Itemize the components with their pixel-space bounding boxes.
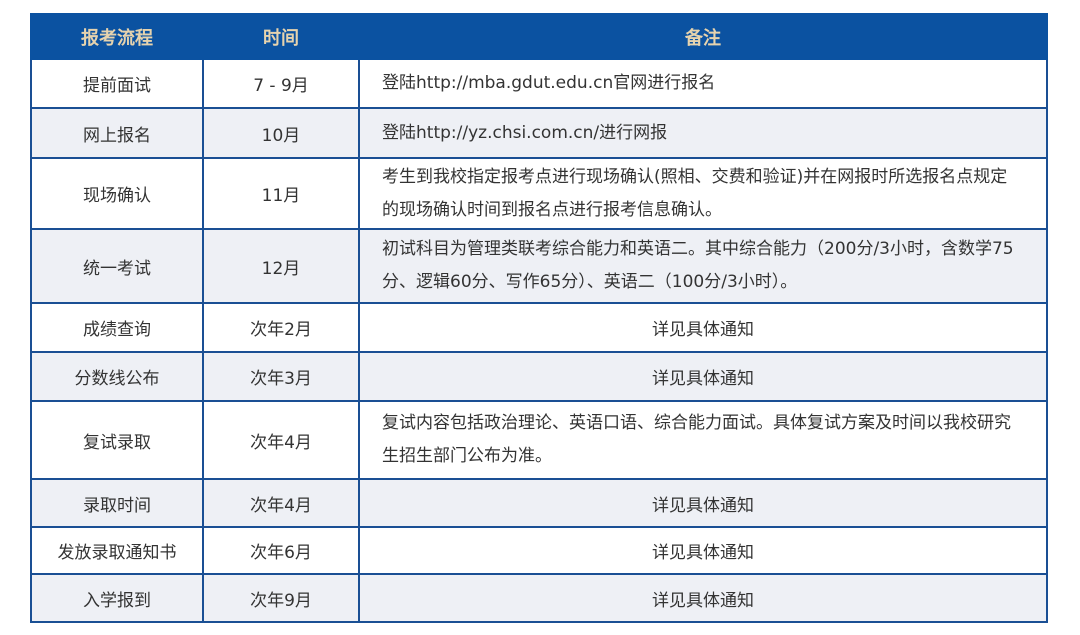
step-cell: 录取时间 — [30, 478, 204, 528]
note-cell: 详见具体通知 — [358, 351, 1048, 402]
header-time: 时间 — [202, 13, 360, 60]
header-note: 备注 — [358, 13, 1048, 60]
note-cell: 详见具体通知 — [358, 478, 1048, 528]
time-cell: 次年3月 — [202, 351, 360, 402]
step-cell: 复试录取 — [30, 400, 204, 480]
table-row: 统一考试 12月 初试科目为管理类联考综合能力和英语二。其中综合能力（200分/3小… — [30, 228, 1048, 304]
time-cell: 次年6月 — [202, 526, 360, 575]
step-cell: 入学报到 — [30, 573, 204, 623]
table-row: 成绩查询 次年2月 详见具体通知 — [30, 302, 1048, 353]
step-cell: 统一考试 — [30, 228, 204, 304]
time-cell: 次年2月 — [202, 302, 360, 353]
step-cell: 分数线公布 — [30, 351, 204, 402]
table-row: 录取时间 次年4月 详见具体通知 — [30, 478, 1048, 528]
time-cell: 7 - 9月 — [202, 58, 360, 109]
table-row: 提前面试 7 - 9月 登陆http://mba.gdut.edu.cn官网进行报名 — [30, 58, 1048, 109]
table-row: 发放录取通知书 次年6月 详见具体通知 — [30, 526, 1048, 575]
note-cell: 详见具体通知 — [358, 526, 1048, 575]
time-cell: 次年9月 — [202, 573, 360, 623]
table-row: 现场确认 11月 考生到我校指定报考点进行现场确认(照相、交费和验证)并在网报时所选… — [30, 157, 1048, 230]
table-row: 复试录取 次年4月 复试内容包括政治理论、英语口语、综合能力面试。具体复试方案及时间… — [30, 400, 1048, 480]
admission-schedule-table: 报考流程 时间 备注 提前面试 7 - 9月 登陆http://mba.gdut.e… — [30, 13, 1048, 623]
table-row: 入学报到 次年9月 详见具体通知 — [30, 573, 1048, 623]
note-cell: 登陆http://mba.gdut.edu.cn官网进行报名 — [358, 58, 1048, 109]
note-cell: 详见具体通知 — [358, 302, 1048, 353]
table-row: 网上报名 10月 登陆http://yz.chsi.com.cn/进行网报 — [30, 107, 1048, 159]
header-row: 报考流程 时间 备注 — [30, 13, 1048, 60]
note-cell: 详见具体通知 — [358, 573, 1048, 623]
time-cell: 次年4月 — [202, 478, 360, 528]
note-cell: 初试科目为管理类联考综合能力和英语二。其中综合能力（200分/3小时，含数学75… — [358, 228, 1048, 304]
time-cell: 次年4月 — [202, 400, 360, 480]
table-row: 分数线公布 次年3月 详见具体通知 — [30, 351, 1048, 402]
header-step: 报考流程 — [30, 13, 204, 60]
step-cell: 成绩查询 — [30, 302, 204, 353]
step-cell: 提前面试 — [30, 58, 204, 109]
note-cell: 登陆http://yz.chsi.com.cn/进行网报 — [358, 107, 1048, 159]
note-cell: 考生到我校指定报考点进行现场确认(照相、交费和验证)并在网报时所选报名点规定的现… — [358, 157, 1048, 230]
step-cell: 网上报名 — [30, 107, 204, 159]
time-cell: 10月 — [202, 107, 360, 159]
step-cell: 现场确认 — [30, 157, 204, 230]
time-cell: 11月 — [202, 157, 360, 230]
time-cell: 12月 — [202, 228, 360, 304]
note-cell: 复试内容包括政治理论、英语口语、综合能力面试。具体复试方案及时间以我校研究生招生… — [358, 400, 1048, 480]
step-cell: 发放录取通知书 — [30, 526, 204, 575]
